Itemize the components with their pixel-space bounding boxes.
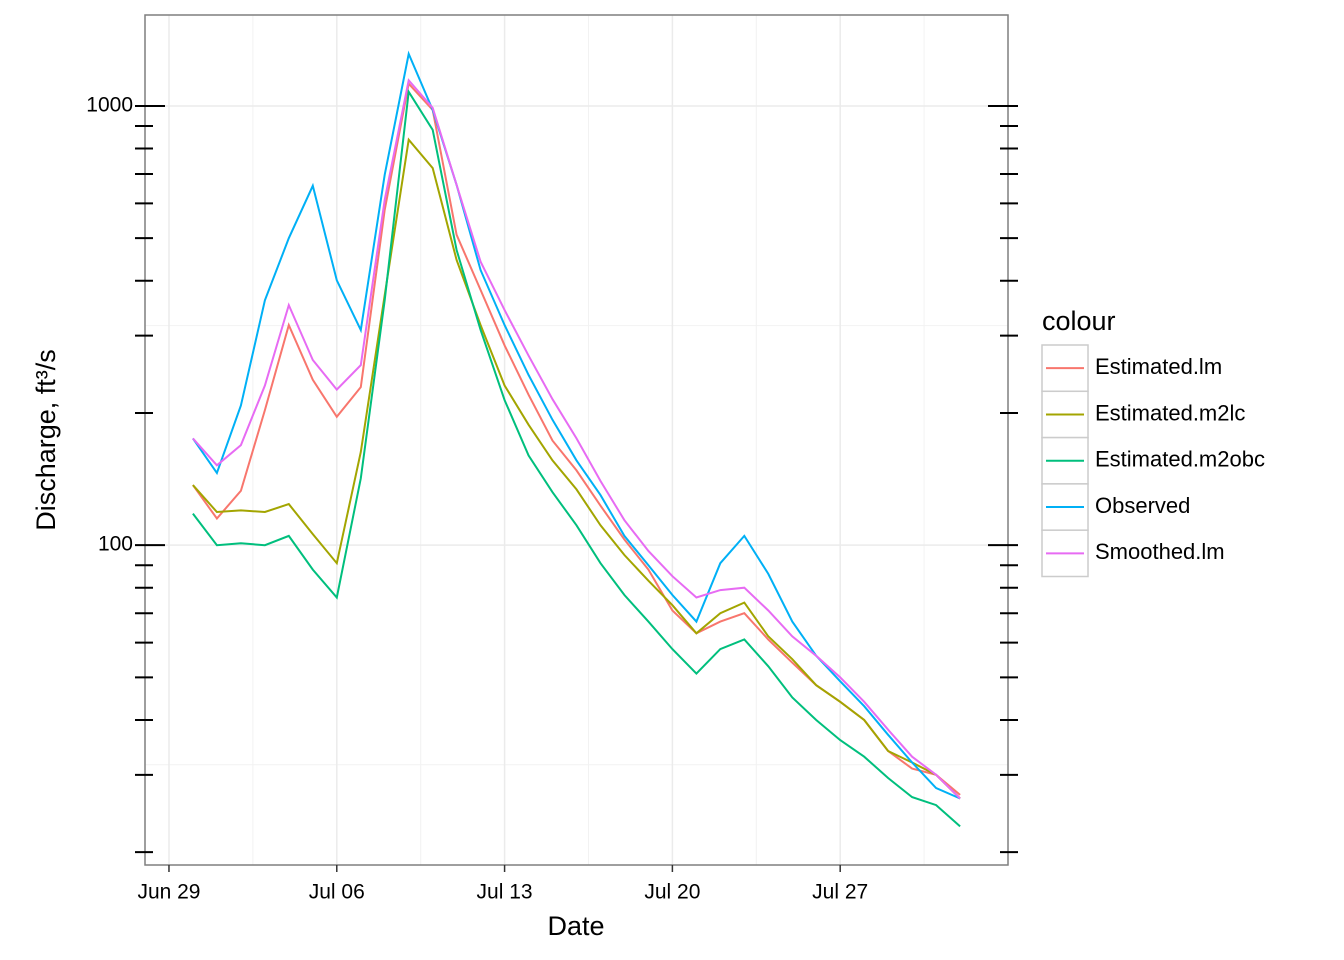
legend-label: Estimated.m2obc	[1095, 447, 1265, 472]
x-tick-label: Jul 20	[644, 881, 700, 904]
y-axis-title: Discharge, ft³/s	[31, 349, 61, 531]
panel-border	[144, 14, 1009, 866]
x-tick-label: Jul 06	[309, 881, 365, 904]
x-tick-label: Jul 27	[812, 881, 868, 904]
y-tick-label: 1000	[86, 94, 133, 117]
legend-label: Smoothed.lm	[1095, 539, 1225, 564]
y-tick-label: 100	[98, 533, 133, 556]
legend-label: Estimated.lm	[1095, 354, 1222, 379]
x-tick-label: Jun 29	[137, 881, 200, 904]
legend-title: colour	[1042, 306, 1116, 336]
plot-lines	[192, 50, 961, 828]
x-axis-title: Date	[547, 911, 604, 941]
line	[192, 78, 961, 800]
x-tick-label: Jul 13	[477, 881, 533, 904]
legend-label: Estimated.m2lc	[1095, 400, 1245, 425]
line	[192, 50, 961, 800]
legend-label: Observed	[1095, 493, 1190, 518]
line	[192, 88, 961, 828]
line	[192, 137, 961, 800]
